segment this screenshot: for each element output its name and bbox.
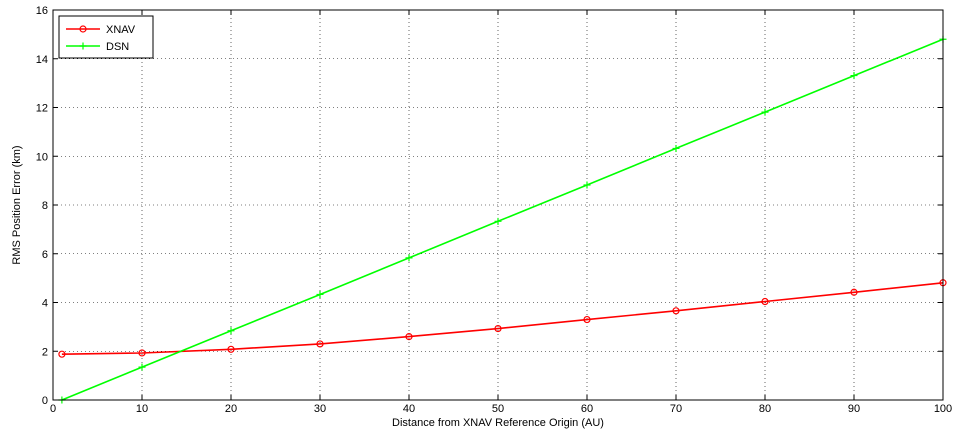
data-point-dsn (405, 254, 413, 262)
x-tick-label: 10 (136, 403, 148, 415)
y-tick-label: 16 (36, 5, 48, 17)
x-tick-label: 70 (670, 403, 682, 415)
axis-ticks: 0 10 20 30 40 50 60 70 80 90 100 0 2 4 6 8 10 12 14 16 (36, 5, 952, 415)
data-point-dsn (761, 108, 769, 116)
data-point-xnav (672, 307, 680, 315)
x-tick-label: 80 (759, 403, 771, 415)
x-tick-label: 50 (492, 403, 504, 415)
data-point-dsn (138, 363, 146, 371)
x-tick-label: 60 (581, 403, 593, 415)
y-tick-label: 8 (42, 200, 48, 212)
y-tick-label: 10 (36, 151, 48, 163)
legend-label-dsn: DSN (106, 41, 129, 53)
y-tick-label: 4 (42, 298, 48, 310)
data-point-dsn (227, 327, 235, 335)
data-point-dsn (583, 181, 591, 189)
x-tick-label: 40 (403, 403, 415, 415)
x-tick-label: 90 (848, 403, 860, 415)
data-point-xnav (138, 349, 146, 357)
data-point-dsn (850, 72, 858, 80)
y-axis-label: RMS Position Error (km) (11, 145, 23, 264)
data-point-xnav (227, 345, 235, 353)
data-point-xnav (405, 333, 413, 341)
data-point-dsn (672, 144, 680, 152)
data-point-dsn (316, 290, 324, 298)
y-tick-label: 2 (42, 346, 48, 358)
y-tick-label: 12 (36, 103, 48, 115)
x-axis-label: Distance from XNAV Reference Origin (AU) (392, 417, 604, 429)
y-tick-label: 6 (42, 249, 48, 261)
series-layer (58, 35, 947, 404)
data-point-xnav (583, 315, 591, 324)
data-point-xnav (761, 297, 769, 306)
x-tick-label: 100 (934, 403, 952, 415)
legend: XNAV DSN (58, 15, 154, 59)
data-point-xnav (316, 340, 324, 348)
legend-marker-dsn (79, 42, 87, 50)
y-tick-label: 14 (36, 54, 48, 66)
legend-box (58, 15, 154, 59)
legend-marker-xnav (79, 25, 87, 33)
series-line-xnav (61, 282, 944, 355)
grid-lines (53, 10, 943, 400)
x-tick-label: 20 (225, 403, 237, 415)
data-point-xnav (58, 350, 66, 358)
x-tick-label: 0 (50, 403, 56, 415)
y-tick-label: 0 (42, 395, 48, 407)
legend-label-xnav: XNAV (106, 24, 136, 36)
x-tick-label: 30 (314, 403, 326, 415)
data-point-xnav (850, 288, 858, 296)
data-point-dsn (494, 217, 502, 225)
data-point-xnav (494, 324, 502, 333)
